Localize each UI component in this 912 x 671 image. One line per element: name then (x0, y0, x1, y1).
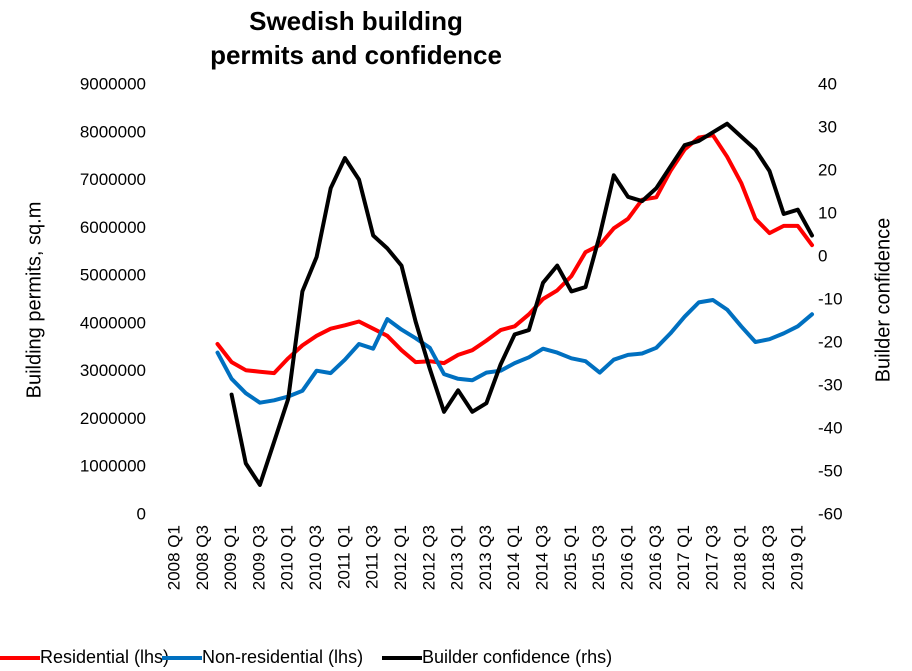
y-tick-label: 9000000 (80, 74, 146, 93)
x-tick-label: 2008 Q1 (164, 525, 183, 590)
legend-item: Builder confidence (rhs) (382, 647, 612, 667)
y2-tick-label: -40 (818, 418, 843, 437)
y2-axis-label: Builder confidence (872, 218, 894, 383)
y2-tick-label: 30 (818, 117, 837, 136)
y2-tick-label: 40 (818, 74, 837, 93)
x-tick-label: 2016 Q3 (646, 525, 665, 590)
x-tick-label: 2019 Q1 (787, 525, 806, 590)
x-tick-label: 2013 Q3 (476, 525, 495, 590)
x-tick-label: 2014 Q3 (533, 525, 552, 590)
x-tick-label: 2008 Q3 (193, 525, 212, 590)
x-tick-label: 2017 Q1 (674, 525, 693, 590)
line-series (229, 121, 814, 487)
y-tick-label: 8000000 (80, 122, 146, 141)
y-tick-label: 0 (137, 504, 146, 523)
y2-tick-label: -50 (818, 461, 843, 480)
x-tick-label: 2017 Q3 (702, 525, 721, 590)
y2-tick-label: 10 (818, 203, 837, 222)
x-tick-label: 2014 Q1 (504, 525, 523, 590)
y2-tick-label: -30 (818, 375, 843, 394)
x-tick-label: 2018 Q1 (731, 525, 750, 590)
legend-item: Non-residential (lhs) (162, 647, 363, 667)
y-tick-label: 4000000 (80, 313, 146, 332)
x-tick-label: 2009 Q1 (221, 525, 240, 590)
y-tick-label: 5000000 (80, 266, 146, 285)
chart-title: Swedish building permits and confidence (210, 6, 502, 70)
y-tick-label: 7000000 (80, 170, 146, 189)
x-tick-label: 2012 Q3 (419, 525, 438, 590)
x-tick-label: 2012 Q1 (391, 525, 410, 590)
y2-tick-label: -60 (818, 504, 843, 523)
y-tick-label: 3000000 (80, 361, 146, 380)
y2-tick-label: -20 (818, 332, 843, 351)
x-tick-label: 2011 Q3 (363, 525, 382, 589)
legend-label: Builder confidence (rhs) (422, 647, 612, 667)
x-tick-label: 2010 Q3 (306, 525, 325, 590)
y2-tick-label: 0 (818, 246, 827, 265)
y-tick-label: 6000000 (80, 218, 146, 237)
y-axis-label: Building permits, sq.m (23, 202, 45, 399)
x-tick-label: 2016 Q1 (617, 525, 636, 590)
legend-label: Non-residential (lhs) (202, 647, 363, 667)
y2-tick-label: 20 (818, 160, 837, 179)
y2-tick-label: -10 (818, 289, 843, 308)
x-tick-label: 2015 Q1 (561, 525, 580, 590)
line-series (215, 298, 814, 405)
x-tick-label: 2018 Q3 (759, 525, 778, 590)
x-tick-label: 2013 Q1 (448, 525, 467, 590)
x-tick-label: 2011 Q1 (334, 525, 353, 589)
x-tick-label: 2015 Q3 (589, 525, 608, 590)
line-series (215, 133, 814, 376)
y-tick-label: 1000000 (80, 457, 146, 476)
legend-item: Residential (lhs) (0, 647, 169, 667)
x-tick-label: 2010 Q1 (278, 525, 297, 590)
legend-label: Residential (lhs) (40, 647, 169, 667)
y-tick-label: 2000000 (80, 409, 146, 428)
x-tick-label: 2009 Q3 (249, 525, 268, 590)
